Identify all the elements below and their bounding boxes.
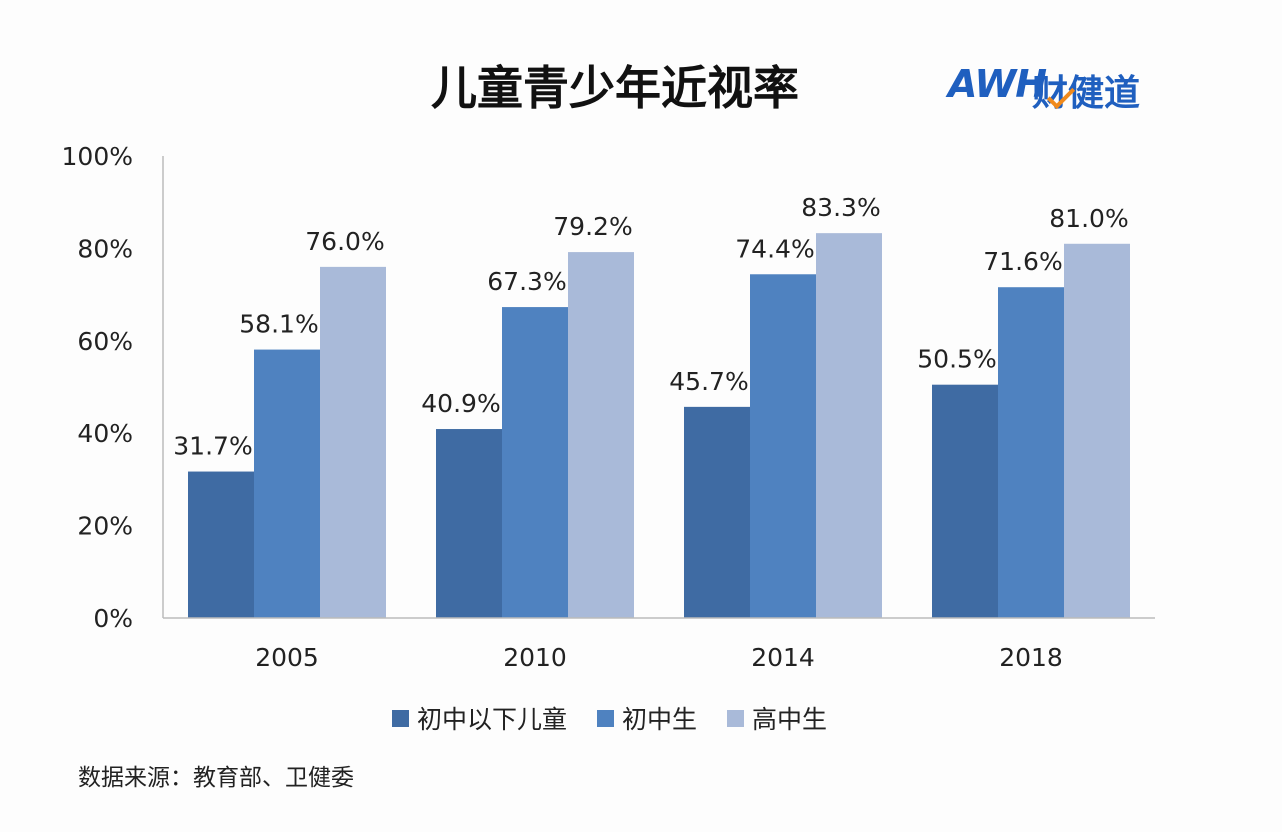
bar [188,471,254,618]
y-tick-label: 100% [62,142,133,171]
bar [998,287,1064,618]
legend-label: 初中生 [622,705,698,734]
data-label: 74.4% [735,234,814,263]
data-label: 71.6% [983,247,1062,276]
data-label: 50.5% [917,345,996,374]
bar [502,307,568,618]
legend-item: 初中生 [597,700,697,736]
data-label: 67.3% [487,267,566,296]
data-label: 45.7% [669,367,748,396]
bar [254,349,320,618]
y-tick-label: 80% [77,234,133,263]
legend: 初中以下儿童 初中生 高中生 [392,700,827,736]
chart-title: 儿童青少年近视率 [431,61,799,115]
y-tick-label: 0% [93,604,133,633]
x-tick-label: 2018 [999,643,1063,672]
legend-label: 初中以下儿童 [417,705,568,734]
legend-item: 高中生 [727,700,827,736]
x-tick-label: 2014 [751,643,815,672]
legend-label: 高中生 [752,705,828,734]
data-label: 79.2% [553,212,632,241]
legend-item: 初中以下儿童 [392,700,567,736]
bar [684,406,750,618]
data-label: 58.1% [239,310,318,339]
y-tick-label: 20% [77,512,133,541]
bar [436,429,502,618]
y-tick-label: 60% [77,327,133,356]
data-label: 31.7% [173,432,252,461]
bar-chart: 0% 20% 40% 60% 80% 100% 31.7% 58.1% 76.0% 2005 40.… [62,142,1155,672]
bar [816,233,882,619]
data-label: 40.9% [421,389,500,418]
x-tick-label: 2010 [503,643,567,672]
y-tick-label: 40% [77,419,133,448]
data-label: 83.3% [801,193,880,222]
bar [1064,243,1130,618]
x-tick-label: 2005 [255,643,319,672]
legend-swatch [392,709,409,727]
bar [750,274,816,618]
data-label: 76.0% [305,227,384,256]
brand-logo: AWH 财健道 [948,62,1141,114]
bar [932,384,998,618]
source-note: 数据来源：教育部、卫健委 [78,765,354,791]
data-label: 81.0% [1049,204,1128,233]
legend-swatch [597,709,615,727]
bar [320,266,386,618]
bar [568,252,634,618]
legend-swatch [727,709,745,727]
